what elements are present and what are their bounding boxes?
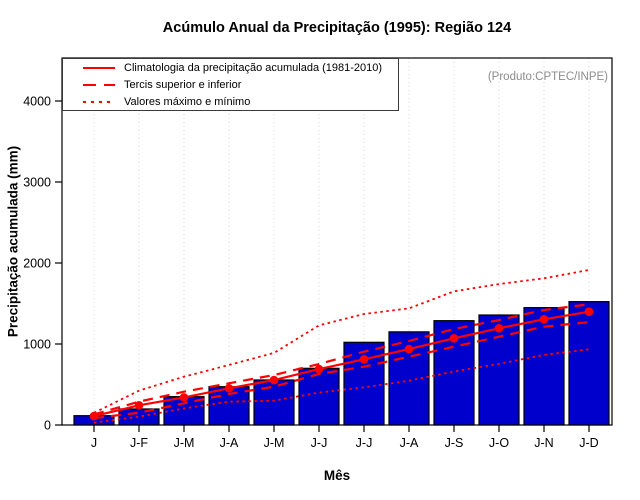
legend-item-climatology: Climatologia da precipitação acumulada (…	[83, 60, 398, 75]
climatology-point	[89, 411, 99, 421]
legend-label: Climatologia da precipitação acumulada (…	[124, 61, 383, 74]
x-tick-label: J-D	[579, 436, 598, 450]
x-tick-label: J-M	[264, 436, 285, 450]
legend-label: Tercis superior e inferior	[124, 78, 242, 91]
climatology-point	[269, 375, 279, 385]
y-tick-label: 4000	[23, 95, 51, 109]
climatology-point	[404, 344, 414, 354]
x-tick-label: J-A	[400, 436, 419, 450]
legend-label: Valores máximo e mínimo	[124, 95, 251, 108]
extreme-line	[93, 269, 590, 414]
solid-line-icon	[83, 66, 115, 69]
x-tick-label: J-J	[311, 436, 328, 450]
legend-item-max-min: Valores máximo e mínimo	[83, 94, 398, 109]
bar	[568, 301, 610, 426]
tercil-line	[93, 303, 590, 416]
climatology-point	[179, 393, 189, 402]
x-tick-label: J-F	[130, 436, 148, 450]
y-tick-label: 1000	[23, 338, 51, 352]
climatology-point	[584, 307, 594, 316]
x-axis-label: Mês	[323, 468, 351, 483]
bar	[298, 367, 340, 426]
climatology-line	[89, 307, 594, 421]
y-tick-label: 2000	[23, 257, 51, 271]
chart-legend: Climatologia da precipitação acumulada (…	[62, 58, 399, 111]
x-tick-label: J	[91, 436, 97, 450]
y-axis: 0 1000 2000 3000 4000	[23, 95, 62, 433]
dashed-line-icon	[83, 83, 115, 86]
climatology-point	[494, 323, 504, 333]
y-axis-label: Precipitação acumulada (mm)	[5, 145, 21, 338]
product-watermark: (Produto:CPTEC/INPE)	[487, 71, 608, 83]
dotted-line-icon	[83, 100, 115, 103]
x-tick-label: J-M	[174, 436, 195, 450]
x-tick-label: J-J	[356, 436, 373, 450]
climatology-point	[134, 401, 144, 410]
climatology-point	[539, 314, 549, 324]
x-axis: J J-F J-M J-A J-M J-J J-J J-A J-S J-O J-N J-D	[91, 425, 599, 450]
x-tick-label: J-S	[445, 436, 464, 450]
bar	[118, 408, 160, 426]
legend-item-tercis: Tercis superior e inferior	[83, 77, 398, 92]
climatology-point	[224, 384, 234, 393]
x-tick-label: J-N	[534, 436, 553, 450]
x-tick-label: J-A	[220, 436, 239, 450]
y-tick-label: 3000	[23, 176, 51, 190]
y-tick-label: 0	[44, 419, 51, 433]
chart-title: Acúmulo Anual da Precipitação (1995): Re…	[162, 20, 512, 36]
climatology-point	[449, 334, 459, 343]
climatology-point	[359, 355, 369, 364]
bar	[523, 307, 565, 426]
bar	[253, 379, 295, 426]
x-tick-label: J-O	[489, 436, 509, 450]
climatology-point	[314, 364, 324, 374]
